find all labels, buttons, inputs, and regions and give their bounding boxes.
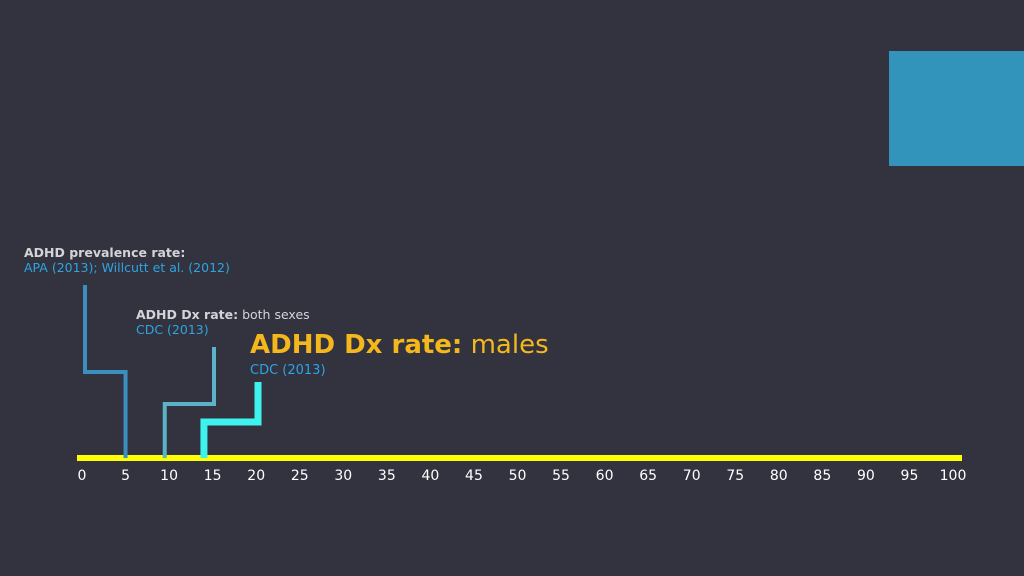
tick-label: 15	[204, 468, 222, 484]
tick-label: 40	[421, 468, 439, 484]
tick-label: 30	[334, 468, 352, 484]
tick-label: 20	[247, 468, 265, 484]
tick-label: 55	[552, 468, 570, 484]
marker-prevalence	[83, 285, 128, 458]
corner-accent-square	[889, 51, 1024, 166]
tick-label: 25	[291, 468, 309, 484]
tick-label: 95	[901, 468, 919, 484]
dx-males-heading: ADHD Dx rate:	[250, 330, 463, 360]
prevalence-source: APA (2013); Willcutt et al. (2012)	[24, 260, 230, 275]
tick-label: 0	[78, 468, 87, 484]
marker-dx-both	[162, 347, 216, 458]
tick-label: 45	[465, 468, 483, 484]
dx-both-callout: ADHD Dx rate: both sexes CDC (2013)	[136, 307, 310, 337]
tick-label: 90	[857, 468, 875, 484]
marker-dx-males	[200, 382, 262, 458]
dx-both-detail: both sexes	[238, 307, 310, 322]
tick-label: 80	[770, 468, 788, 484]
dx-males-callout: ADHD Dx rate: males CDC (2013)	[250, 330, 549, 379]
dx-both-heading: ADHD Dx rate:	[136, 307, 239, 322]
prevalence-callout: ADHD prevalence rate: APA (2013); Willcu…	[24, 245, 230, 275]
tick-label: 85	[813, 468, 831, 484]
tick-label: 100	[940, 468, 967, 484]
tick-label: 60	[596, 468, 614, 484]
tick-label: 50	[509, 468, 527, 484]
dx-both-source: CDC (2013)	[136, 322, 209, 337]
tick-label: 5	[121, 468, 130, 484]
prevalence-heading: ADHD prevalence rate:	[24, 245, 186, 260]
tick-label: 65	[639, 468, 657, 484]
tick-label: 10	[160, 468, 178, 484]
tick-label: 70	[683, 468, 701, 484]
dx-males-detail: males	[462, 330, 549, 360]
dx-males-source: CDC (2013)	[250, 363, 326, 379]
tick-label: 35	[378, 468, 396, 484]
tick-label: 75	[726, 468, 744, 484]
